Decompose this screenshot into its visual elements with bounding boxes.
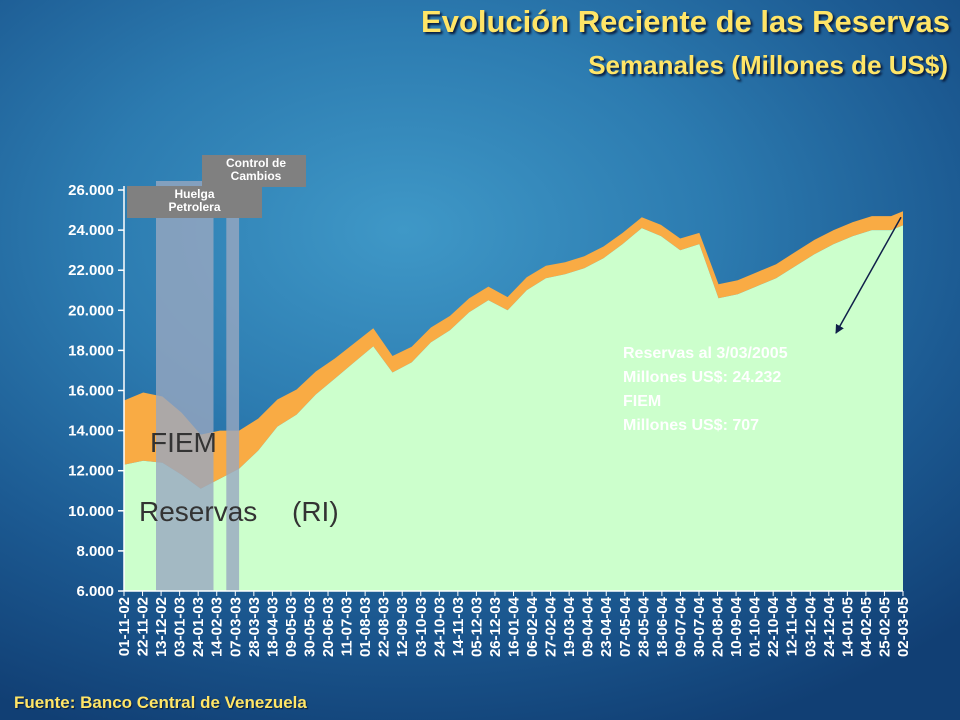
reservas-code-label: (RI) xyxy=(292,496,339,527)
y-tick-label: 24.000 xyxy=(68,222,114,239)
event-label-2-line-1: Control de xyxy=(226,156,286,170)
chart-subtitle: Semanales (Millones de US$) xyxy=(588,50,948,80)
x-tick-label: 12-11-04 xyxy=(784,596,801,656)
x-tick-label: 14-02-03 xyxy=(209,597,226,657)
y-tick-label: 14.000 xyxy=(68,423,114,440)
fiem-area-label: FIEM xyxy=(150,427,217,458)
x-tick-label: 14-01-05 xyxy=(839,597,856,657)
x-tick-label: 03-12-04 xyxy=(802,596,819,657)
x-tick-label: 11-07-03 xyxy=(339,597,356,656)
x-tick-label: 22-08-03 xyxy=(376,597,393,657)
x-tick-label: 23-04-04 xyxy=(598,596,615,657)
x-tick-label: 22-11-02 xyxy=(135,597,152,656)
x-tick-label: 30-07-04 xyxy=(691,596,708,657)
y-tick-label: 6.000 xyxy=(76,583,114,600)
x-tick-label: 03-01-03 xyxy=(172,597,189,657)
event-box-2 xyxy=(202,155,306,187)
x-tick-label: 10-09-04 xyxy=(728,596,745,657)
y-tick-label: 22.000 xyxy=(68,262,114,279)
y-tick-label: 18.000 xyxy=(68,342,114,359)
x-tick-label: 24-01-03 xyxy=(190,597,207,657)
x-tick-label: 24-12-04 xyxy=(821,596,838,657)
x-tick-label: 03-10-03 xyxy=(413,597,430,657)
x-tick-label: 01-10-04 xyxy=(747,596,764,657)
annotation-arrow xyxy=(835,216,902,334)
x-tick-label: 07-05-04 xyxy=(617,596,634,657)
annotation-line-3: FIEM xyxy=(623,393,661,410)
y-tick-label: 20.000 xyxy=(68,302,114,319)
x-tick-label: 04-02-05 xyxy=(858,597,875,657)
event-box-1 xyxy=(127,186,262,218)
chart-title: Evolución Reciente de las Reservas xyxy=(421,4,950,39)
source-note: Fuente: Banco Central de Venezuela xyxy=(14,693,307,712)
x-tick-label: 01-11-02 xyxy=(116,597,133,656)
x-tick-label: 28-03-03 xyxy=(246,597,263,657)
x-tick-label: 02-03-05 xyxy=(895,597,912,657)
x-tick-label: 27-02-04 xyxy=(543,596,560,657)
x-tick-label: 06-02-04 xyxy=(524,596,541,657)
x-tick-label: 01-08-03 xyxy=(357,597,374,657)
y-tick-label: 16.000 xyxy=(68,383,114,400)
event-label-1-line-1: Huelga xyxy=(174,187,214,201)
x-tick-label: 16-01-04 xyxy=(506,596,523,657)
annotation-line-1: Reservas al 3/03/2005 xyxy=(623,345,788,362)
x-tick-label: 25-02-05 xyxy=(877,597,894,657)
y-tick-label: 12.000 xyxy=(68,463,114,480)
x-tick-label: 07-03-03 xyxy=(227,597,244,657)
reservas-area xyxy=(124,225,903,591)
y-tick-label: 26.000 xyxy=(68,182,114,199)
x-tick-label: 20-06-03 xyxy=(320,597,337,657)
y-tick-label: 10.000 xyxy=(68,503,114,520)
annotation-line-4: Millones US$: 707 xyxy=(623,417,759,434)
event-label-1-line-2: Petrolera xyxy=(168,200,220,214)
x-tick-label: 09-05-03 xyxy=(283,597,300,657)
x-tick-label: 24-10-03 xyxy=(431,597,448,657)
x-tick-label: 28-05-04 xyxy=(635,596,652,657)
x-tick-label: 20-08-04 xyxy=(710,596,727,657)
event-band-1 xyxy=(156,181,214,591)
annotation-line-2: Millones US$: 24.232 xyxy=(623,369,781,386)
x-tick-label: 18-04-03 xyxy=(264,597,281,657)
x-tick-label: 12-09-03 xyxy=(394,597,411,657)
x-tick-label: 09-07-04 xyxy=(672,596,689,657)
reservas-area-label: Reservas xyxy=(139,496,257,527)
x-tick-label: 13-12-02 xyxy=(153,597,170,657)
x-tick-label: 09-04-04 xyxy=(580,596,597,657)
y-tick-label: 8.000 xyxy=(76,543,114,560)
x-tick-label: 18-06-04 xyxy=(654,596,671,657)
x-tick-label: 19-03-04 xyxy=(561,596,578,657)
x-tick-label: 26-12-03 xyxy=(487,597,504,657)
x-tick-label: 05-12-03 xyxy=(468,597,485,657)
x-tick-label: 22-10-04 xyxy=(765,596,782,657)
x-tick-label: 14-11-03 xyxy=(450,597,467,656)
x-tick-label: 30-05-03 xyxy=(302,597,319,657)
event-band-2 xyxy=(226,186,240,591)
event-label-2-line-2: Cambios xyxy=(231,169,282,183)
